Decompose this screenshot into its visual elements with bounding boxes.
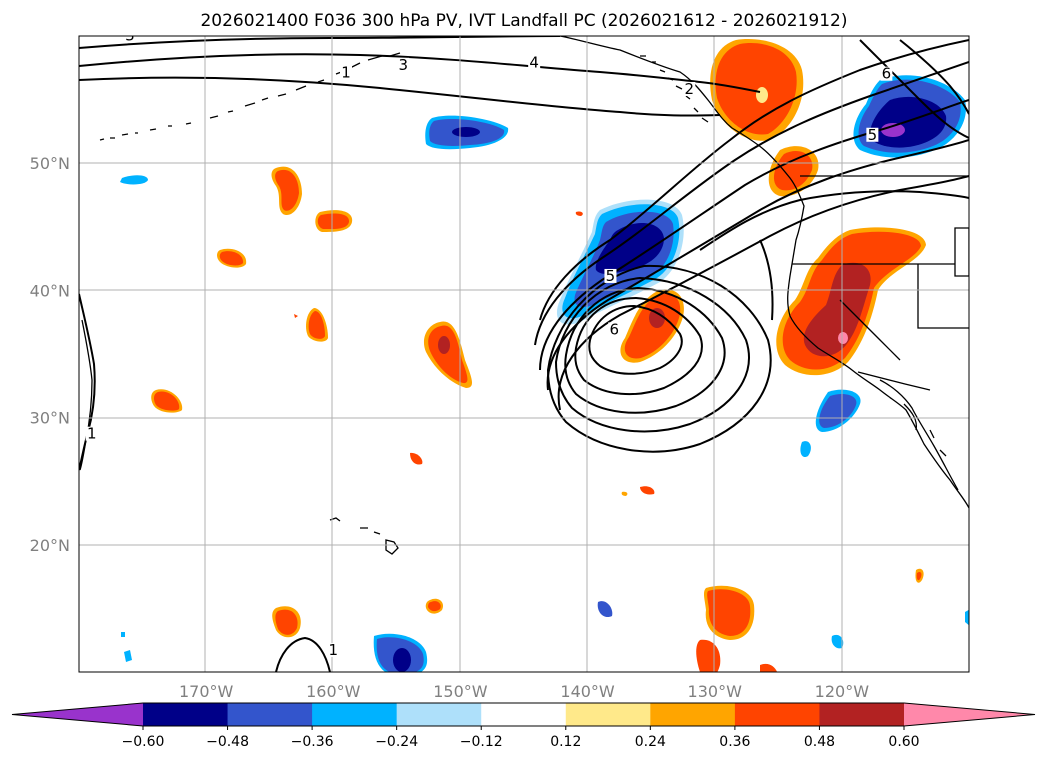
- contour-label: 5: [868, 126, 878, 144]
- contour-label-bg: [327, 642, 340, 657]
- colorbar-tick-label: −0.24: [375, 734, 418, 750]
- lat-tick-label: 50°N: [30, 154, 70, 173]
- lon-tick-label: 160°W: [306, 682, 361, 701]
- contour-label: 3: [398, 56, 408, 74]
- colorbar-segment: [734, 703, 820, 726]
- figure-title: 2026021400 F036 300 hPa PV, IVT Landfall…: [200, 11, 847, 31]
- lat-tick-label: 30°N: [30, 409, 70, 428]
- contour-label-bg: [608, 322, 621, 337]
- colorbar-tick-label: 0.24: [635, 734, 666, 750]
- colorbar-tick-label: −0.36: [291, 734, 334, 750]
- contour-label: 2: [685, 80, 695, 98]
- graticule: [79, 36, 969, 672]
- contour-label: 5: [606, 267, 616, 285]
- contour-label-bg: [866, 127, 879, 142]
- colorbar-tick-label: 0.48: [804, 734, 835, 750]
- contour-label: 3: [125, 27, 135, 45]
- colorbar-segment: [312, 703, 398, 726]
- contour-label: 4: [529, 53, 539, 71]
- colorbar-segment: [227, 703, 313, 726]
- colorbar-tick-label: 0.36: [719, 734, 750, 750]
- colorbar-extend-high: [904, 703, 1035, 726]
- colorbar-extend-low: [12, 703, 143, 726]
- contour-label-bg: [683, 81, 696, 96]
- pv-anomaly-fills: [120, 39, 969, 672]
- contour-label: 1: [341, 63, 351, 81]
- contour-label-bg: [528, 55, 541, 70]
- colorbar-segment: [481, 703, 567, 726]
- colorbar-tick-label: −0.12: [460, 734, 503, 750]
- lon-tick-label: 150°W: [433, 682, 488, 701]
- contour-label-bg: [85, 426, 98, 441]
- contour-label-bg: [604, 268, 617, 283]
- contour-label-bg: [397, 57, 410, 72]
- colorbar-tick-label: 0.12: [550, 734, 581, 750]
- lon-tick-label: 130°W: [688, 682, 743, 701]
- lon-tick-label: 120°W: [815, 682, 870, 701]
- colorbar: −0.60 −0.48 −0.36 −0.24 −0.12 0.12 0.24 0.36 0.4…: [11, 702, 1036, 750]
- contour-label: 1: [329, 641, 339, 659]
- colorbar-segment: [819, 703, 905, 726]
- contour-label-bg: [123, 36, 136, 43]
- contour-labels: 3 3 4 1 2 6 5 5 6 1 1: [85, 27, 893, 659]
- contour-label: 6: [609, 320, 619, 338]
- colorbar-segment: [396, 703, 482, 726]
- coastlines: [79, 36, 969, 555]
- longitude-labels: 170°W 160°W 150°W 140°W 130°W 120°W: [179, 682, 869, 701]
- contour-label: 6: [882, 65, 892, 83]
- lon-tick-label: 140°W: [560, 682, 615, 701]
- colorbar-segment: [565, 703, 651, 726]
- contour-label-bg: [880, 66, 893, 81]
- map-content: 3 3 4 1 2 6 5 5 6 1 1: [79, 27, 969, 672]
- colorbar-segment: [650, 703, 736, 726]
- colorbar-segment: [143, 703, 229, 726]
- contour-label-bg: [340, 65, 352, 80]
- latitude-labels: 20°N 30°N 40°N 50°N: [30, 154, 70, 555]
- lon-tick-label: 170°W: [179, 682, 234, 701]
- pv-contours: [79, 36, 969, 672]
- contour-label: 1: [87, 425, 97, 443]
- colorbar-tick-label: 0.60: [888, 734, 919, 750]
- colorbar-tick-label: −0.48: [206, 734, 249, 750]
- colorbar-tick-label: −0.60: [122, 734, 165, 750]
- map-frame: [78, 35, 970, 673]
- lat-tick-label: 40°N: [30, 281, 70, 300]
- lat-tick-label: 20°N: [30, 536, 70, 555]
